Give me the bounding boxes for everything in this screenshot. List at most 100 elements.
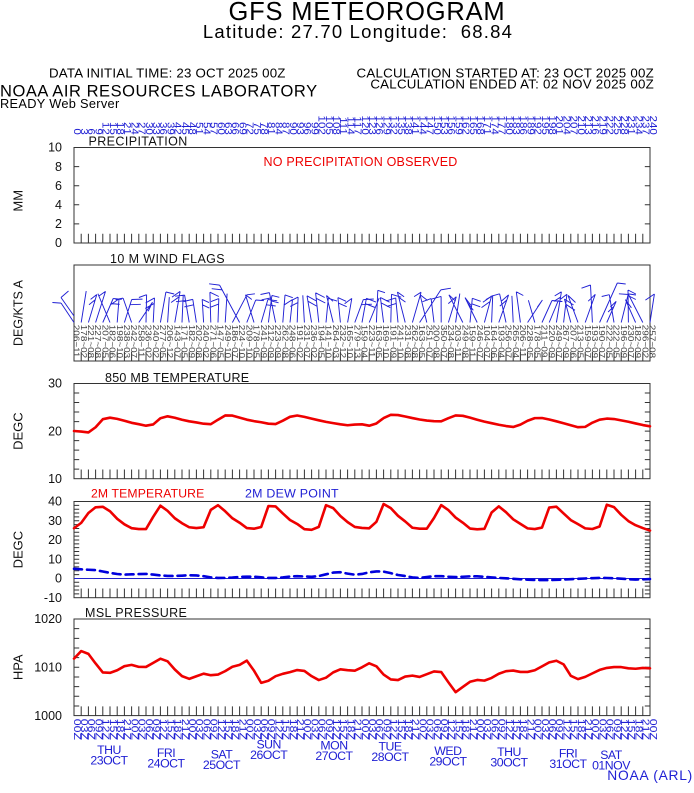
svg-text:FRI: FRI: [559, 747, 577, 761]
svg-text:78: 78: [258, 122, 269, 135]
svg-text:18Z: 18Z: [345, 719, 356, 740]
svg-text:242~07: 242~07: [129, 325, 138, 358]
svg-text:186~07: 186~07: [230, 325, 239, 358]
svg-text:212~09: 212~09: [266, 325, 275, 358]
svg-text:09Z: 09Z: [496, 719, 507, 740]
svg-text:193~09: 193~09: [590, 325, 599, 358]
svg-text:120: 120: [359, 116, 370, 135]
svg-text:258~11: 258~11: [137, 325, 146, 358]
svg-text:178~05: 178~05: [533, 325, 542, 358]
svg-text:21Z: 21Z: [352, 719, 363, 740]
svg-text:123: 123: [366, 116, 377, 135]
svg-text:12Z: 12Z: [503, 719, 514, 740]
svg-text:178~05: 178~05: [252, 325, 261, 358]
svg-text:186: 186: [517, 116, 528, 135]
svg-text:27: 27: [136, 122, 147, 135]
svg-text:174: 174: [489, 116, 500, 135]
svg-text:90: 90: [287, 122, 298, 135]
svg-text:30: 30: [143, 122, 154, 135]
svg-text:69: 69: [237, 122, 248, 135]
svg-text:12Z: 12Z: [157, 719, 168, 740]
svg-text:111: 111: [337, 117, 348, 135]
svg-text:277~05: 277~05: [158, 325, 167, 358]
svg-text:225: 225: [611, 116, 622, 135]
svg-text:12Z: 12Z: [273, 719, 284, 740]
svg-text:193~04: 193~04: [497, 325, 506, 358]
svg-text:CALCULATION ENDED AT: 02 NOV 2: CALCULATION ENDED AT: 02 NOV 2025 00Z: [370, 77, 654, 92]
svg-text:159~07: 159~07: [583, 325, 592, 358]
svg-text:135: 135: [395, 116, 406, 135]
svg-text:159: 159: [453, 116, 464, 135]
svg-text:850 MB TEMPERATURE: 850 MB TEMPERATURE: [105, 371, 249, 385]
svg-text:MM: MM: [10, 190, 25, 212]
svg-text:232~12: 232~12: [338, 325, 347, 358]
svg-text:03Z: 03Z: [309, 719, 320, 740]
svg-text:GFS METEOROGRAM: GFS METEOROGRAM: [229, 0, 506, 26]
svg-text:231~07: 231~07: [302, 325, 311, 358]
svg-text:265~04: 265~04: [511, 325, 520, 358]
svg-text:84: 84: [273, 122, 284, 135]
svg-text:6: 6: [55, 179, 62, 193]
svg-text:09Z: 09Z: [611, 719, 622, 740]
svg-text:21Z: 21Z: [467, 719, 478, 740]
svg-text:03Z: 03Z: [424, 719, 435, 740]
svg-text:21Z: 21Z: [640, 719, 651, 740]
svg-text:00Z: 00Z: [647, 719, 658, 740]
svg-text:236~02: 236~02: [309, 325, 318, 358]
svg-text:72: 72: [244, 122, 255, 135]
svg-text:30: 30: [48, 377, 62, 391]
svg-text:SUN: SUN: [256, 738, 280, 752]
svg-text:262~08: 262~08: [410, 325, 419, 358]
svg-text:195: 195: [539, 116, 550, 135]
svg-text:00Z: 00Z: [301, 719, 312, 740]
svg-text:NOAA (ARL): NOAA (ARL): [607, 768, 693, 783]
svg-text:224~10: 224~10: [237, 325, 246, 358]
svg-text:06Z: 06Z: [85, 719, 96, 740]
svg-text:2: 2: [55, 217, 62, 231]
svg-text:296~02: 296~02: [641, 325, 650, 358]
svg-text:2M DEW POINT: 2M DEW POINT: [245, 487, 339, 501]
svg-text:READY Web Server: READY Web Server: [0, 96, 120, 111]
svg-text:00Z: 00Z: [244, 719, 255, 740]
svg-text:153: 153: [438, 116, 449, 135]
svg-text:09Z: 09Z: [208, 719, 219, 740]
svg-text:18: 18: [114, 122, 125, 135]
svg-text:138: 138: [402, 116, 413, 135]
svg-text:15Z: 15Z: [107, 719, 118, 740]
svg-text:165~10: 165~10: [345, 325, 354, 358]
svg-text:206~11: 206~11: [72, 325, 81, 358]
svg-text:TUE: TUE: [378, 740, 401, 754]
svg-text:271~06: 271~06: [209, 325, 218, 358]
svg-text:18Z: 18Z: [633, 719, 644, 740]
svg-text:23OCT: 23OCT: [90, 753, 128, 767]
svg-text:234~08: 234~08: [446, 325, 455, 358]
svg-text:25OCT: 25OCT: [203, 758, 241, 772]
svg-text:Latitude: 27.70 Longitude: 68: Latitude: 27.70 Longitude: 68.84: [203, 21, 513, 42]
svg-text:143~07: 143~07: [173, 325, 182, 358]
svg-text:192: 192: [532, 116, 543, 135]
svg-text:18Z: 18Z: [229, 719, 240, 740]
svg-text:238~03: 238~03: [122, 325, 131, 358]
svg-text:29OCT: 29OCT: [429, 754, 467, 768]
svg-text:DEGC: DEGC: [10, 531, 25, 569]
svg-text:75: 75: [251, 122, 262, 135]
svg-text:209~10: 209~10: [245, 325, 254, 358]
svg-text:249~08: 249~08: [461, 325, 470, 358]
svg-text:228~05: 228~05: [525, 325, 534, 358]
svg-text:21Z: 21Z: [121, 719, 132, 740]
svg-text:182~09: 182~09: [633, 325, 642, 358]
svg-text:189: 189: [525, 116, 536, 135]
svg-text:251~07: 251~07: [425, 325, 434, 358]
svg-text:279~13: 279~13: [353, 325, 362, 358]
svg-text:15Z: 15Z: [337, 719, 348, 740]
svg-text:09Z: 09Z: [265, 719, 276, 740]
svg-text:09Z: 09Z: [93, 719, 104, 740]
svg-text:8: 8: [55, 160, 62, 174]
svg-text:FRI: FRI: [157, 746, 175, 760]
svg-text:51: 51: [193, 122, 204, 135]
svg-text:57: 57: [208, 122, 219, 135]
svg-text:18Z: 18Z: [287, 719, 298, 740]
svg-text:104~07: 104~07: [482, 325, 491, 358]
svg-text:15Z: 15Z: [165, 719, 176, 740]
svg-text:0: 0: [71, 128, 82, 134]
